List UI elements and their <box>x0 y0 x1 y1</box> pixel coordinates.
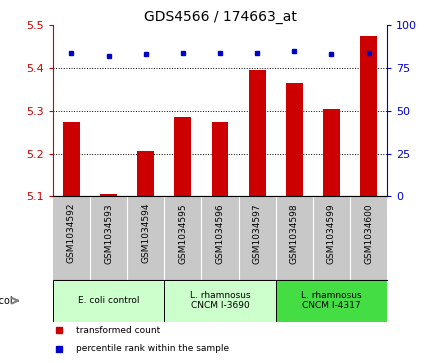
Bar <box>137 151 154 196</box>
Text: L. rhamnosus
CNCM I-4317: L. rhamnosus CNCM I-4317 <box>301 291 362 310</box>
Bar <box>249 70 265 196</box>
Text: GSM1034594: GSM1034594 <box>141 203 150 264</box>
Bar <box>286 83 303 196</box>
Text: GSM1034597: GSM1034597 <box>253 203 262 264</box>
Bar <box>53 280 164 322</box>
Text: GSM1034598: GSM1034598 <box>290 203 299 264</box>
Text: E. coli control: E. coli control <box>78 296 139 305</box>
Bar <box>360 36 377 196</box>
Text: transformed count: transformed count <box>76 326 161 335</box>
Title: GDS4566 / 174663_at: GDS4566 / 174663_at <box>143 11 297 24</box>
Bar <box>164 280 276 322</box>
Text: GSM1034592: GSM1034592 <box>67 203 76 264</box>
Bar <box>100 194 117 196</box>
Text: GSM1034593: GSM1034593 <box>104 203 113 264</box>
Bar <box>63 122 80 196</box>
Bar <box>212 122 228 196</box>
Text: GSM1034600: GSM1034600 <box>364 203 373 264</box>
Text: GSM1034595: GSM1034595 <box>178 203 187 264</box>
Text: protocol: protocol <box>0 296 13 306</box>
Text: L. rhamnosus
CNCM I-3690: L. rhamnosus CNCM I-3690 <box>190 291 250 310</box>
Bar <box>276 280 387 322</box>
Bar <box>175 117 191 196</box>
Text: percentile rank within the sample: percentile rank within the sample <box>76 344 229 354</box>
Bar <box>323 109 340 196</box>
Text: GSM1034596: GSM1034596 <box>216 203 224 264</box>
Text: GSM1034599: GSM1034599 <box>327 203 336 264</box>
